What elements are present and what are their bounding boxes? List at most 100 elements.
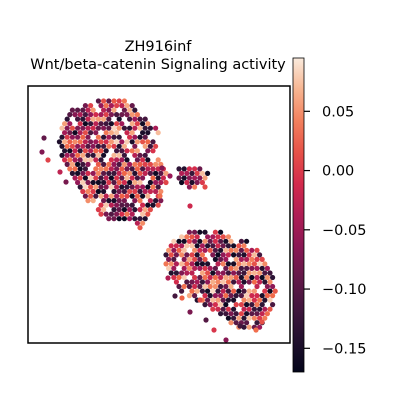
spot [129,211,135,217]
spot [202,229,208,235]
spot [93,166,99,172]
spot [134,220,140,226]
spot [129,166,135,172]
spot [85,116,91,122]
spot [241,288,247,294]
spot [129,121,135,127]
spot [192,256,198,262]
spot [142,216,148,222]
spot [238,311,244,317]
spot [82,166,88,172]
spot [205,261,211,267]
spot [228,283,234,290]
spot [108,175,114,181]
spot [225,243,231,249]
spot [90,143,96,149]
spot [140,211,146,217]
spot [108,193,114,199]
spot [197,166,203,172]
spot [184,279,190,285]
spot [103,166,109,172]
spot [233,265,239,271]
spot [199,179,205,186]
spot [142,170,148,176]
spot [199,243,205,249]
spot [237,323,243,329]
spot [167,173,173,179]
spot [77,148,83,154]
spot [223,256,229,262]
spot [259,293,265,299]
spot [254,265,260,271]
spot [179,295,185,301]
spot [75,170,81,176]
spot [212,256,218,262]
spot [233,256,239,262]
spot [62,121,68,127]
spot [215,279,221,285]
spot [106,179,112,186]
spot [80,125,86,131]
spot [95,161,101,167]
spot [45,157,51,163]
spot [95,179,101,186]
spot [98,148,104,154]
spot [77,175,83,181]
spot [241,306,247,312]
spot [67,139,73,145]
spot [80,116,86,122]
spot [155,184,161,190]
spot [90,179,96,186]
spot [114,130,120,136]
spot [134,139,140,145]
colorbar-tick-label: −0.05 [322,223,366,239]
spot [231,288,237,294]
spot [184,261,190,267]
spot [150,166,156,172]
spot [205,170,211,176]
spot [119,166,125,172]
spot [238,302,244,308]
spot [124,112,130,118]
spot [137,188,143,195]
spot [262,297,268,303]
spot [176,274,182,281]
spot [116,116,122,122]
spot [111,188,117,195]
spot [103,184,109,190]
spot [257,324,263,330]
spot [168,243,174,249]
colorbar-tick-label: −0.10 [322,282,366,298]
spot [194,288,200,294]
spot [132,116,138,122]
spot [145,193,151,199]
spot [95,152,101,158]
spot [218,293,224,299]
spot [254,256,260,262]
spot [121,179,127,186]
spot [173,243,179,249]
spot [202,302,208,308]
spot [95,98,101,104]
spot [75,152,81,158]
spot [114,103,120,109]
spot [233,302,239,308]
spot [233,320,239,326]
spot [246,279,252,285]
spot [106,98,112,104]
spot [189,288,195,294]
spot [254,247,260,253]
spot [244,265,250,271]
spot [106,107,112,113]
spot [75,161,81,167]
spot [163,170,169,176]
spot [137,116,143,122]
spot [147,207,153,213]
spot [179,288,185,294]
spot [259,256,265,262]
spot [82,148,88,154]
spot [244,247,250,253]
spot [129,139,135,145]
spot [145,130,151,136]
spot [179,179,185,186]
